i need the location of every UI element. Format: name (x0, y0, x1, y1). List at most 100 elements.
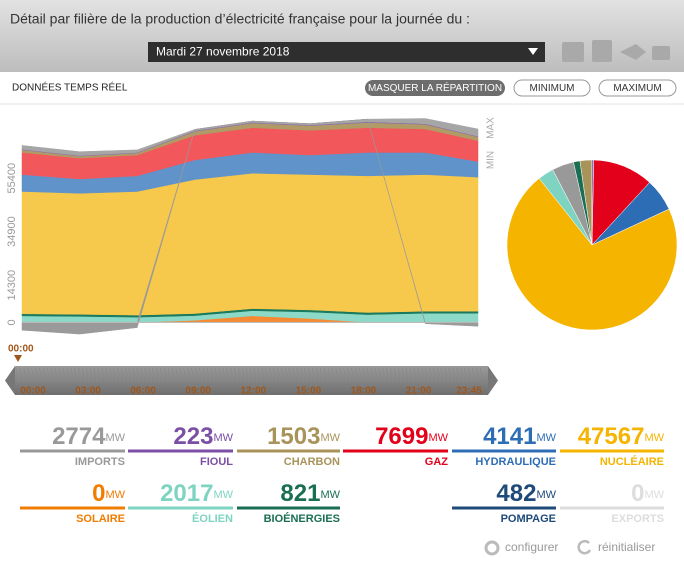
timeline-hatch (152, 367, 156, 383)
timeline-hatch (467, 367, 472, 383)
stat-value: 0MW (631, 480, 665, 507)
timeline-hatch (323, 367, 328, 383)
minimum-button-label[interactable]: MINIMUM (530, 83, 575, 94)
timeline-hatch (280, 367, 285, 383)
reset-label[interactable]: réinitialiser (598, 540, 655, 554)
stat-value: 1503MW (267, 423, 341, 450)
calendar-icon[interactable] (562, 42, 584, 62)
timeline-tick-label: 15:00 (296, 386, 322, 397)
timeline-tick-label: 09:00 (185, 386, 211, 397)
timeline-hatch (444, 367, 449, 383)
gear-icon[interactable] (484, 540, 500, 556)
timeline-hatch (105, 367, 110, 383)
date-icon[interactable] (592, 40, 612, 62)
print-icon[interactable] (652, 46, 670, 60)
timeline-hatch (296, 367, 301, 383)
timeline-hatch (230, 367, 234, 383)
stat-number: 7699 (375, 423, 428, 450)
stat-label: IMPORTS (75, 456, 125, 468)
maximum-button-label[interactable]: MAXIMUM (613, 83, 661, 94)
stat-number: 4141 (483, 423, 536, 450)
timeline-hatch (389, 367, 394, 383)
reset-icon[interactable] (577, 539, 592, 555)
timeline-hatch (23, 367, 28, 383)
timeline-hatch (124, 367, 129, 383)
timeline-next[interactable] (488, 366, 498, 395)
stat-unit: MW (105, 489, 125, 501)
stat-unit: MW (428, 432, 448, 444)
timeline-hatch (109, 367, 114, 383)
timeline-hatch (179, 367, 184, 383)
timeline-hatch (42, 367, 47, 383)
timeline-hatch (113, 367, 117, 383)
timeline-hatch (358, 367, 363, 383)
y-tick-label: 55400 (6, 163, 18, 194)
pie-slice (591, 159, 594, 246)
timeline-hatch (101, 367, 106, 383)
timeline-hatch (194, 367, 199, 383)
stat-value: 223MW (173, 423, 233, 450)
timeline-hatch (27, 367, 32, 383)
timeline-tick-label: 18:00 (351, 386, 377, 397)
stat-value: 482MW (496, 480, 556, 507)
timeline-hatch (370, 367, 375, 383)
configure-label[interactable]: configurer (505, 540, 558, 554)
timeline-cursor[interactable] (14, 355, 22, 362)
timeline-tick-label: 23:45 (456, 386, 482, 397)
timeline-hatch (261, 367, 266, 383)
timeline-hatch (452, 367, 457, 383)
stat-label: EXPORTS (611, 513, 664, 525)
date-text[interactable]: Mardi 27 novembre 2018 (156, 45, 290, 59)
timeline-hatch (475, 367, 480, 383)
stat-unit: MW (320, 432, 340, 444)
timeline-hatch (167, 367, 172, 383)
timeline-hatch (38, 367, 43, 383)
stat-label: SOLAIRE (76, 513, 125, 525)
max-label: MAX (486, 117, 497, 139)
timeline-hatch (206, 367, 211, 383)
timeline-prev[interactable] (5, 366, 15, 395)
timeline-hatch (81, 367, 86, 383)
mail-icon[interactable] (620, 44, 646, 60)
timeline-hatch (245, 367, 250, 383)
timeline-hatch (428, 367, 433, 383)
configure-button[interactable]: configurer (484, 540, 558, 556)
date-select[interactable] (148, 42, 545, 62)
reset-button[interactable]: réinitialiser (577, 539, 656, 555)
timeline-hatch (272, 367, 277, 383)
timeline-hatch (464, 367, 468, 383)
timeline-hatch (50, 367, 55, 383)
pie-slice (591, 159, 650, 246)
stat-label: CHARBON (284, 456, 340, 468)
timeline-hatch (413, 367, 418, 383)
timeline-hatch (397, 367, 402, 383)
timeline-hatch (378, 367, 383, 383)
select-arrow[interactable] (528, 48, 538, 55)
timeline-hatch (233, 367, 238, 383)
y-tick-label: 34900 (6, 216, 18, 247)
stat-label: GAZ (425, 456, 449, 468)
timeline-hatch (393, 367, 398, 383)
minimum-button[interactable] (513, 79, 591, 97)
timeline-hatch (471, 367, 476, 383)
toggle-button-label[interactable]: MASQUER LA RÉPARTITION (368, 81, 502, 94)
stat-unit: MW (213, 489, 233, 501)
stat-label: ÉOLIEN (192, 512, 233, 525)
timeline-tick-label: 12:00 (241, 386, 267, 397)
timeline-hatch (440, 367, 445, 383)
timeline-hatch (46, 367, 51, 383)
timeline-hatch (315, 367, 320, 383)
y-tick-label: 0 (6, 319, 18, 325)
stat-unit: MW (536, 489, 556, 501)
timeline-hatch (70, 367, 75, 383)
stat-value: 4141MW (483, 423, 557, 450)
toggle-button[interactable] (365, 80, 505, 96)
stat-label: POMPAGE (501, 513, 556, 525)
timeline-hatch (386, 367, 390, 383)
maximum-button[interactable] (598, 79, 677, 97)
timeline-hatch (425, 367, 429, 383)
timeline-hatch (366, 367, 371, 383)
timeline-hatch (183, 367, 188, 383)
timeline-hatch (253, 367, 258, 383)
